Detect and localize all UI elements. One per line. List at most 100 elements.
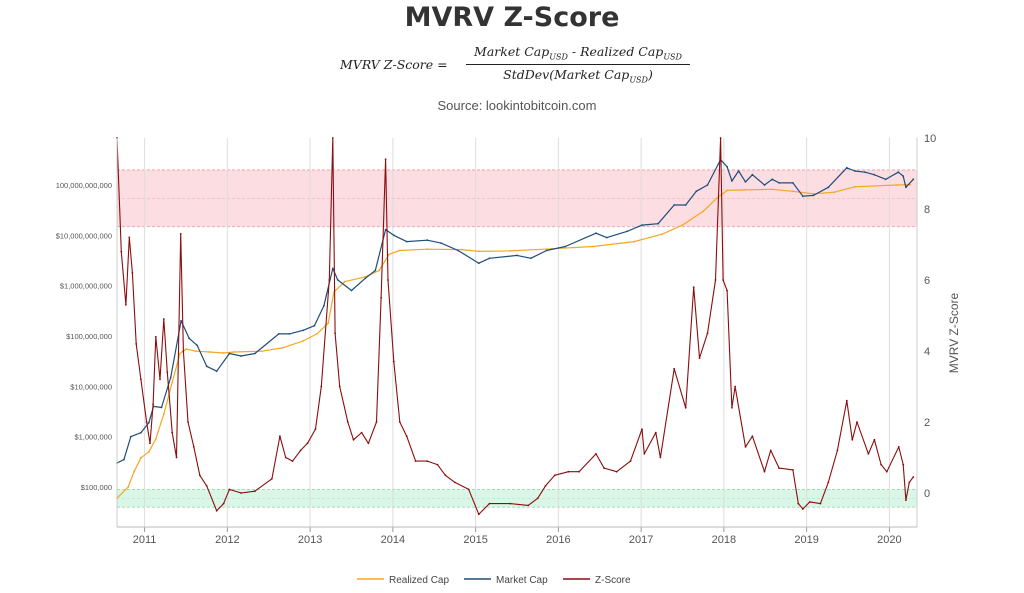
point-market-cap-17	[288, 333, 291, 335]
formula-lhs: MVRV Z-Score =	[340, 57, 448, 72]
y-left-tick-label-1: $1,000,000	[74, 433, 112, 442]
point-z-score-34	[320, 385, 323, 388]
point-market-cap-53	[763, 184, 766, 186]
point-realized-cap-34	[702, 210, 705, 213]
point-z-score-89	[792, 469, 794, 471]
point-market-cap-15	[254, 352, 256, 355]
point-market-cap-59	[827, 186, 830, 189]
point-z-score-91	[802, 508, 804, 510]
point-z-score-92	[808, 501, 811, 503]
point-z-score-25	[240, 492, 243, 494]
point-realized-cap-20	[343, 280, 346, 283]
point-market-cap-46	[706, 184, 709, 186]
point-z-score-88	[778, 467, 780, 469]
point-market-cap-9	[188, 337, 191, 340]
point-market-cap-48	[726, 165, 728, 168]
point-market-cap-1	[123, 458, 125, 461]
point-realized-cap-26	[460, 248, 463, 251]
point-z-score-94	[827, 481, 830, 484]
formula-fraction: Market CapUSD - Realized CapUSD StdDev(M…	[466, 44, 690, 84]
point-market-cap-30	[440, 242, 442, 245]
point-z-score-7	[145, 421, 148, 423]
point-z-score-49	[405, 435, 408, 438]
point-realized-cap-6	[162, 413, 165, 416]
point-z-score-59	[527, 504, 530, 507]
point-market-cap-50	[737, 170, 740, 172]
point-z-score-83	[734, 385, 736, 388]
y-right-tick-label-4: 8	[924, 204, 930, 216]
point-realized-cap-31	[633, 240, 636, 243]
point-z-score-28	[279, 435, 281, 438]
point-market-cap-68	[912, 178, 915, 181]
point-z-score-46	[387, 279, 389, 281]
point-z-score-29	[284, 456, 287, 459]
point-z-score-57	[488, 502, 491, 505]
point-market-cap-13	[228, 352, 231, 355]
point-realized-cap-40	[812, 192, 815, 195]
point-realized-cap-5	[154, 438, 157, 440]
point-z-score-26	[254, 490, 256, 493]
point-realized-cap-18	[327, 322, 330, 325]
x-tick-label-2015: 2015	[463, 534, 487, 546]
point-z-score-93	[819, 502, 822, 505]
y-right-tick-label-3: 6	[924, 275, 930, 287]
point-z-score-75	[692, 286, 695, 288]
point-market-cap-8	[180, 319, 183, 322]
legend[interactable]: Realized Cap Market Cap Z-Score	[357, 575, 631, 586]
point-z-score-23	[222, 502, 225, 505]
point-z-score-14	[171, 431, 174, 434]
point-z-score-5	[135, 343, 138, 345]
series-realized-cap	[116, 183, 911, 500]
y-left-tick-label-0: $100,000	[81, 483, 112, 492]
legend-item-market-cap[interactable]: Market Cap	[464, 575, 548, 586]
point-z-score-72	[659, 456, 662, 459]
x-tick-label-2013: 2013	[298, 534, 322, 546]
point-market-cap-63	[873, 173, 876, 176]
point-realized-cap-1	[127, 486, 130, 488]
legend-item-z-score[interactable]: Z-Score	[563, 575, 631, 586]
point-z-score-81	[726, 289, 728, 292]
legend-label-1: Market Cap	[496, 575, 548, 586]
x-tick-label-2012: 2012	[215, 534, 239, 546]
point-market-cap-34	[516, 254, 518, 257]
point-market-cap-27	[392, 234, 395, 237]
point-z-score-40	[352, 438, 355, 441]
point-market-cap-61	[854, 170, 856, 172]
point-realized-cap-33	[681, 224, 684, 227]
point-market-cap-20	[323, 304, 325, 307]
point-z-score-33	[314, 428, 317, 430]
chart-title: MVRV Z-Score	[404, 2, 620, 33]
point-z-score-15	[175, 456, 178, 459]
point-z-score-45	[384, 158, 387, 161]
point-z-score-62	[553, 474, 556, 477]
point-market-cap-16	[277, 333, 280, 335]
series-market-cap	[116, 158, 915, 464]
point-market-cap-37	[564, 245, 567, 248]
point-z-score-30	[291, 460, 294, 462]
point-market-cap-43	[673, 204, 676, 206]
point-z-score-16	[179, 233, 182, 235]
point-realized-cap-36	[726, 189, 728, 192]
point-z-score-44	[380, 296, 382, 299]
point-z-score-35	[328, 279, 331, 281]
grid-layer	[144, 138, 890, 527]
y-right-tick-label-5: 10	[924, 133, 936, 145]
point-realized-cap-28	[509, 250, 511, 252]
point-realized-cap-35	[716, 197, 718, 200]
point-realized-cap-42	[854, 185, 856, 188]
point-realized-cap-32	[660, 233, 663, 236]
point-z-score-100	[873, 438, 876, 441]
point-market-cap-60	[845, 166, 848, 169]
point-realized-cap-22	[378, 269, 380, 272]
point-z-score-18	[187, 421, 189, 423]
point-market-cap-14	[240, 355, 243, 357]
point-realized-cap-27	[477, 250, 480, 253]
point-market-cap-3	[140, 431, 142, 434]
point-realized-cap-4	[148, 450, 150, 453]
point-realized-cap-25	[426, 248, 429, 251]
legend-item-realized-cap[interactable]: Realized Cap	[357, 575, 449, 586]
point-z-score-22	[215, 509, 218, 512]
point-z-score-32	[306, 442, 309, 445]
point-z-score-38	[338, 385, 341, 388]
